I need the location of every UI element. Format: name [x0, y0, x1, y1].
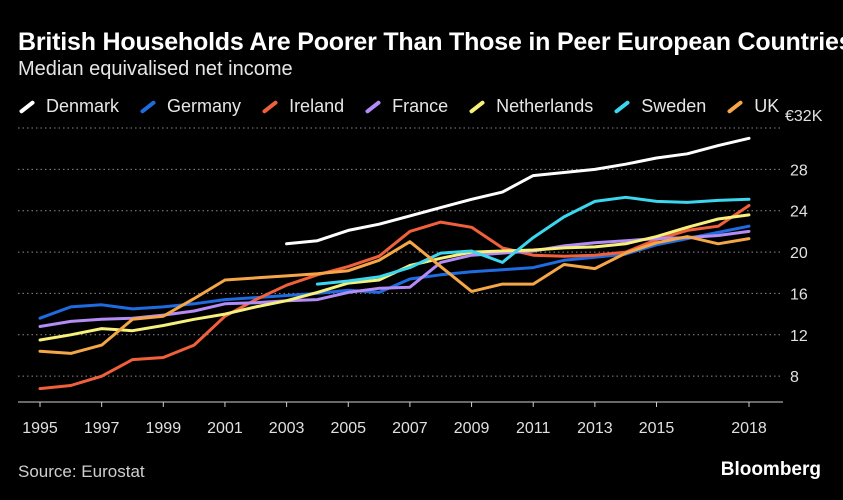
- legend-label-france: France: [392, 96, 449, 116]
- y-tick-label-16: 16: [790, 286, 808, 303]
- x-tick-label-2015: 2015: [639, 420, 675, 437]
- x-tick-label-1999: 1999: [146, 420, 182, 437]
- y-unit-label: €32K: [785, 108, 823, 125]
- chart-subtitle: Median equivalised net income: [18, 58, 293, 80]
- legend: Denmark Germany Ireland France Netherlan…: [18, 96, 799, 117]
- legend-item-denmark: Denmark: [18, 96, 119, 117]
- legend-item-sweden: Sweden: [613, 96, 706, 117]
- legend-item-uk: UK: [726, 96, 779, 117]
- y-tick-label-28: 28: [790, 162, 808, 179]
- legend-label-netherlands: Netherlands: [496, 96, 594, 116]
- legend-label-denmark: Denmark: [46, 96, 120, 116]
- x-tick-label-2013: 2013: [577, 420, 613, 437]
- x-tick-label-1995: 1995: [22, 420, 58, 437]
- legend-label-uk: UK: [754, 96, 780, 116]
- x-tick-label-2005: 2005: [330, 420, 366, 437]
- x-tick-label-2001: 2001: [207, 420, 243, 437]
- bloomberg-logo: Bloomberg: [720, 459, 821, 480]
- series-line-sweden: [315, 195, 751, 286]
- source-note: Source: Eurostat: [18, 462, 145, 481]
- x-tick-label-2003: 2003: [269, 420, 305, 437]
- chart-title: British Households Are Poorer Than Those…: [18, 28, 843, 56]
- legend-item-france: France: [364, 96, 448, 117]
- legend-item-ireland: Ireland: [261, 96, 344, 117]
- x-tick-label-2007: 2007: [392, 420, 428, 437]
- legend-label-ireland: Ireland: [289, 96, 345, 116]
- y-tick-label-20: 20: [790, 245, 808, 262]
- x-tick-label-1997: 1997: [84, 420, 120, 437]
- legend-item-germany: Germany: [139, 96, 241, 117]
- series-line-uk: [38, 235, 751, 355]
- x-tick-label-2011: 2011: [516, 420, 551, 437]
- x-tick-label-2018: 2018: [731, 420, 767, 437]
- legend-item-netherlands: Netherlands: [468, 96, 593, 117]
- series-line-netherlands: [38, 213, 751, 342]
- series-line-denmark: [285, 136, 751, 246]
- legend-label-germany: Germany: [167, 96, 242, 116]
- x-tick-label-2009: 2009: [454, 420, 490, 437]
- y-tick-label-12: 12: [790, 328, 808, 345]
- legend-label-sweden: Sweden: [641, 96, 707, 116]
- series-line-ireland: [38, 204, 751, 391]
- y-tick-label-24: 24: [790, 204, 808, 221]
- y-tick-label-8: 8: [790, 369, 799, 386]
